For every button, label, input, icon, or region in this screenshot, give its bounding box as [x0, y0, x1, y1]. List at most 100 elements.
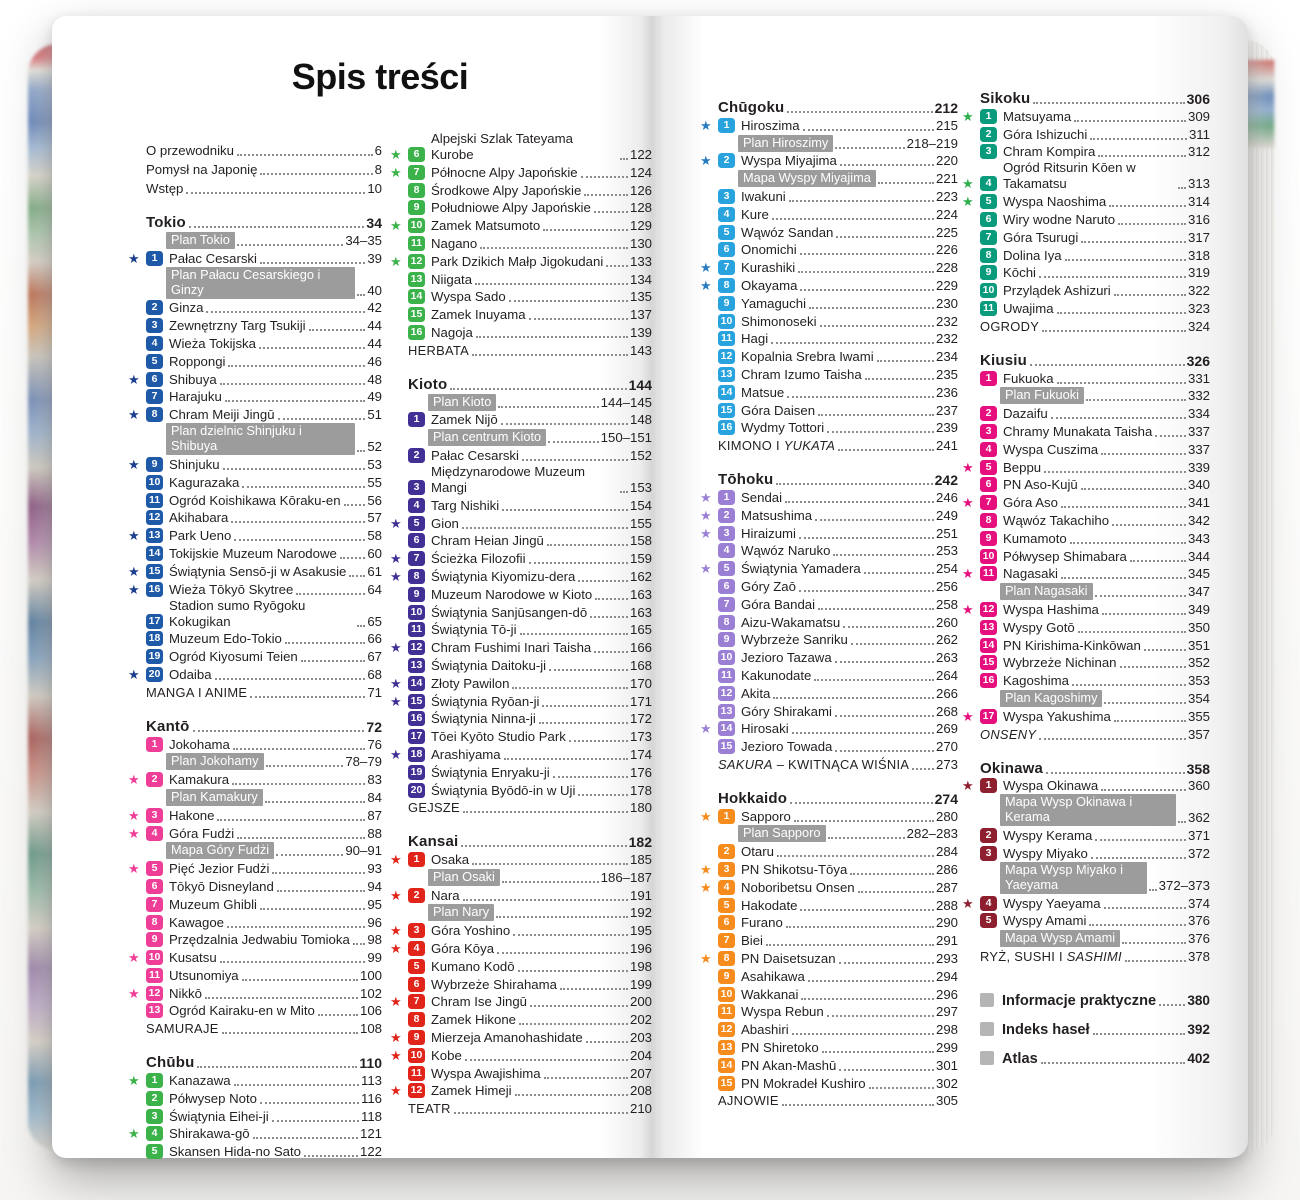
feature-label: MANGA I ANIME	[146, 684, 248, 700]
dot-leader	[259, 907, 366, 910]
toc-block-chugoku: Chūgoku 212 ★ 1 Hiroszima 215 Plan Hiroszimy 21…	[700, 97, 958, 454]
dot-leader	[595, 597, 628, 600]
entry-label: Shimonoseki	[741, 313, 817, 329]
page-number: 220	[935, 153, 958, 169]
toc-entry: 5 Kumano Kodō 198	[390, 957, 652, 975]
toc-entry: ★ 1 Kanazawa 113	[128, 1071, 382, 1089]
toc-map-entry: Plan Nagasaki 347	[962, 582, 1210, 601]
entry-label: Kobe	[431, 1047, 462, 1063]
toc-entry: ★ 10 Zamek Matsumoto 129	[390, 216, 652, 234]
entry-label: Park Dzikich Małp Jigokudani	[431, 253, 604, 269]
page-number: 137	[629, 307, 652, 323]
entry-label: Harajuku	[169, 389, 222, 405]
toc-entry: ★ 4 Shirakawa-gō 121	[128, 1125, 382, 1143]
entry-label: Informacje praktyczne	[1002, 993, 1157, 1010]
toc-entry: ★ 8 Chram Meiji Jingū 51	[128, 405, 382, 423]
dot-leader	[546, 544, 628, 547]
page-number: 357	[1187, 726, 1210, 742]
entry-label: Świątynia Ryōan-ji	[431, 693, 540, 709]
dot-leader	[585, 1041, 628, 1044]
page-number: 163	[629, 604, 652, 620]
toc-entry: 12 Akihabara 57	[128, 509, 382, 527]
entry-number-badge: 13	[718, 703, 735, 719]
toc-feature-entry: RYŻ, SUSHI I SASHIMI 378	[962, 947, 1210, 965]
entry-number-badge: 9	[146, 456, 163, 472]
star-spacer	[700, 329, 718, 330]
star-spacer	[700, 1108, 718, 1109]
dot-leader	[799, 253, 934, 256]
star-icon: ★	[390, 923, 402, 939]
toc-entry: ★ 12 Wyspa Hashima 349	[962, 600, 1210, 618]
toc-entry: ★ 20 Odaiba 68	[128, 665, 382, 683]
dot-leader	[787, 395, 934, 398]
entry-number-badge: 4	[146, 335, 163, 351]
page-number: 374	[1187, 895, 1210, 911]
page-number: 380	[1187, 993, 1210, 1009]
entry-number-badge: 7	[146, 389, 163, 405]
star-spacer	[128, 333, 146, 334]
star-spacer	[128, 752, 146, 753]
toc-entry: 11 Nagano 130	[390, 234, 652, 252]
page-number: 337	[1187, 423, 1210, 439]
entry-label: Ogród Kairaku-en w Mito	[169, 1003, 315, 1019]
star-spacer	[128, 230, 146, 231]
star-icon: ★	[128, 1073, 140, 1089]
dot-leader	[252, 1137, 358, 1140]
star-spacer	[962, 1037, 980, 1038]
entry-label: Chram Fushimi Inari Taisha	[431, 640, 592, 656]
dot-leader	[807, 979, 934, 982]
entry-label: Wyspa Sado	[431, 289, 506, 305]
entry-number-badge: 12	[408, 1083, 425, 1099]
page-number: 347	[1187, 584, 1210, 600]
page-number: 195	[629, 923, 652, 939]
frontmatter-entry: Wstęp 10	[128, 178, 382, 197]
star-spacer	[700, 115, 718, 116]
toc-entry: 19 Ogród Kiyosumi Teien 67	[128, 647, 382, 665]
page-number: 215	[935, 117, 958, 133]
section-title: Kioto	[408, 375, 448, 393]
dot-leader	[857, 890, 934, 893]
section-heading: Okinawa 358	[962, 758, 1210, 777]
page-number: 340	[1187, 477, 1210, 493]
entry-label: Matsuyama	[1003, 108, 1072, 124]
toc-entry: 4 Wieża Tokijska 44	[128, 334, 382, 352]
star-spacer	[128, 508, 146, 509]
star-spacer	[390, 1027, 408, 1028]
entry-label: Gion	[431, 515, 459, 531]
page-number: 72	[366, 718, 382, 735]
feature-label: ONSENY	[980, 726, 1037, 742]
dot-leader	[838, 962, 934, 965]
map-label: Plan Sapporo	[738, 825, 826, 843]
page-number: 260	[935, 614, 958, 630]
entry-number-badge: 6	[980, 477, 997, 493]
star-spacer	[128, 1159, 146, 1160]
entry-label: Tokijskie Muzeum Narodowe	[169, 545, 337, 561]
dot-leader	[1085, 399, 1186, 402]
page-number: 83	[367, 772, 382, 788]
star-spacer	[700, 1091, 718, 1092]
entry-label: Dazaifu	[1003, 406, 1048, 422]
star-spacer	[128, 196, 146, 197]
dot-leader	[227, 925, 366, 928]
star-icon: ★	[962, 176, 974, 192]
toc-map-entry: Plan Pałacu Cesarskiego i Ginzy 40	[128, 266, 382, 299]
page-number: 270	[935, 739, 958, 755]
dot-leader	[773, 696, 934, 699]
entry-number-badge: 8	[718, 277, 735, 293]
star-spacer	[700, 701, 718, 702]
entry-number-badge: 11	[718, 667, 735, 683]
section-square-icon	[980, 1051, 994, 1066]
entry-number-badge: 5	[980, 459, 997, 475]
toc-map-entry: Plan Fukuoki 332	[962, 387, 1210, 405]
toc-entry: ★ 15 Świątynia Ryōan-ji 171	[390, 692, 652, 710]
star-spacer	[128, 351, 146, 352]
star-spacer	[962, 670, 980, 671]
entry-label: Wyspa Yakushima	[1003, 708, 1111, 724]
entry-number-badge: 3	[146, 1108, 163, 1124]
toc-entry: ★ 8 Świątynia Kiyomizu-dera 162	[390, 567, 652, 585]
section-title: Kansai	[408, 833, 459, 851]
page-number: 153	[629, 479, 652, 495]
entry-number-badge: 12	[718, 1022, 735, 1038]
dot-leader	[776, 483, 933, 486]
entry-number-badge: 4	[980, 895, 997, 911]
